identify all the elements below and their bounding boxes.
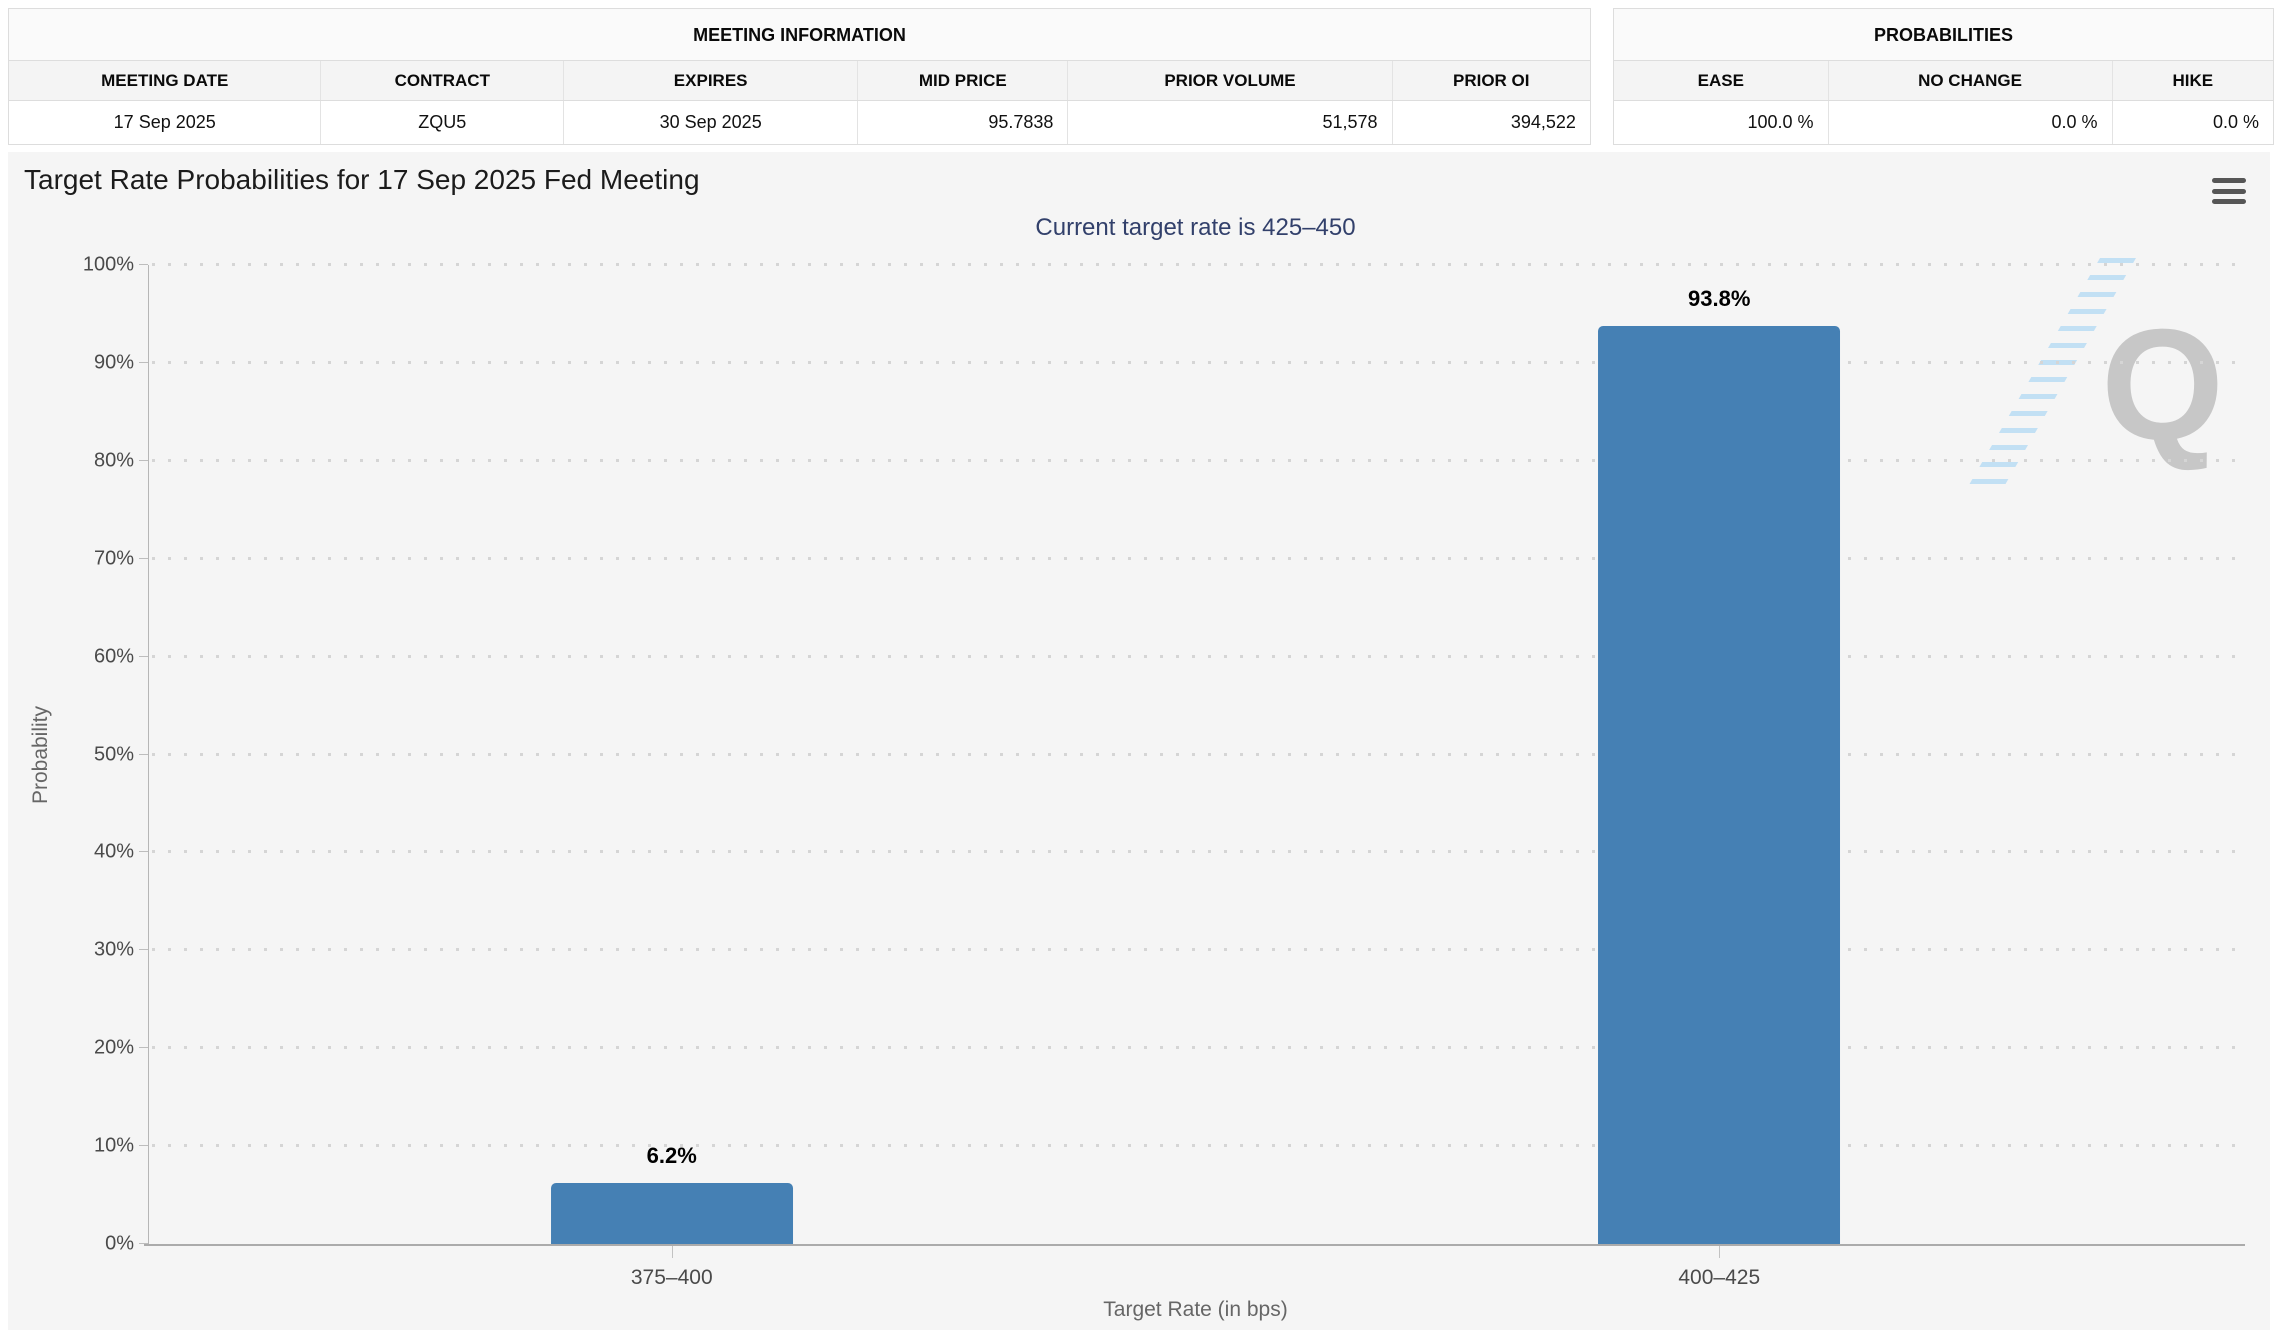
hamburger-icon	[2212, 199, 2246, 204]
prior-volume-value: 51,578	[1067, 101, 1391, 144]
probabilities-header-row: EASE NO CHANGE HIKE	[1614, 61, 2273, 101]
y-gridline	[152, 556, 2243, 560]
y-tick	[139, 1145, 148, 1147]
y-gridline	[152, 850, 2243, 854]
col-header-hike: HIKE	[2111, 61, 2273, 100]
x-axis-title: Target Rate (in bps)	[1103, 1298, 1288, 1321]
expires-value: 30 Sep 2025	[563, 101, 857, 144]
col-header-mid-price: MID PRICE	[857, 61, 1067, 100]
col-header-meeting-date: MEETING DATE	[101, 70, 229, 90]
plot-area: Probability 0% 10% 20% 30% 40% 50% 60% 70% 80% 90…	[29, 254, 2245, 1289]
summary-tables: MEETING INFORMATION MEETING DATE CONTRAC…	[8, 8, 2274, 145]
y-axis-label: 10%	[93, 1134, 134, 1157]
bar-value-label: 93.8%	[1688, 285, 1751, 311]
meeting-information-table: MEETING INFORMATION MEETING DATE CONTRAC…	[8, 8, 1591, 145]
y-axis-label: 40%	[93, 840, 134, 863]
y-axis-label: 60%	[93, 645, 134, 668]
ease-value: 100.0 %	[1747, 112, 1814, 132]
y-tick	[139, 557, 148, 559]
hamburger-icon	[2212, 178, 2246, 183]
meeting-information-value-row: 17 Sep 2025 ZQU5 30 Sep 2025 95.7838 51,…	[9, 101, 1590, 144]
y-axis-label: 80%	[93, 449, 134, 472]
y-axis-title: Probability	[29, 705, 52, 804]
y-gridline	[152, 360, 2243, 364]
probabilities-value-row: 100.0 % 0.0 % 0.0 %	[1614, 101, 2273, 144]
col-header-contract: CONTRACT	[320, 61, 563, 100]
y-tick	[139, 753, 148, 755]
y-axis-line	[148, 265, 149, 1244]
probabilities-table: PROBABILITIES EASE NO CHANGE HIKE 100.0 …	[1613, 8, 2274, 145]
y-tick	[139, 949, 148, 951]
y-tick	[139, 851, 148, 853]
y-gridline	[152, 458, 2243, 462]
y-tick	[139, 655, 148, 657]
chart-subtitle: Current target rate is 425–450	[1035, 214, 1356, 241]
y-tick	[139, 264, 148, 265]
x-axis-label: 400–425	[1678, 1266, 1761, 1289]
col-header-no-change: NO CHANGE	[1827, 61, 2112, 100]
col-header-ease: EASE	[1697, 70, 1744, 90]
no-change-value: 0.0 %	[1827, 101, 2112, 144]
y-axis-label: 20%	[93, 1036, 134, 1059]
target-rate-chart: Target Rate Probabilities for 17 Sep 202…	[8, 152, 2270, 1330]
bar[interactable]	[1598, 325, 1841, 1244]
meeting-date-value: 17 Sep 2025	[113, 112, 216, 132]
col-header-prior-volume: PRIOR VOLUME	[1067, 61, 1391, 100]
chart-context-menu-button[interactable]	[2212, 178, 2246, 204]
y-gridline	[152, 1144, 2243, 1148]
contract-value: ZQU5	[320, 101, 563, 144]
y-tick	[139, 1243, 148, 1244]
x-tick	[671, 1246, 673, 1258]
y-axis-label: 70%	[93, 547, 134, 570]
y-tick	[139, 459, 148, 461]
x-axis-line	[144, 1244, 2245, 1246]
y-gridline	[152, 948, 2243, 952]
x-axis-label: 375–400	[630, 1266, 713, 1289]
col-header-prior-oi: PRIOR OI	[1391, 61, 1590, 100]
prior-oi-value: 394,522	[1391, 101, 1590, 144]
y-gridline	[152, 654, 2243, 658]
y-gridline	[152, 752, 2243, 756]
y-axis-label: 30%	[93, 938, 134, 961]
col-header-expires: EXPIRES	[563, 61, 857, 100]
meeting-information-header-row: MEETING DATE CONTRACT EXPIRES MID PRICE …	[9, 61, 1590, 101]
meeting-information-title: MEETING INFORMATION	[9, 9, 1590, 61]
mid-price-value: 95.7838	[857, 101, 1067, 144]
y-gridline	[152, 263, 2243, 266]
y-axis-label: 90%	[93, 351, 134, 374]
y-gridline	[152, 1046, 2243, 1050]
bar[interactable]	[550, 1183, 793, 1244]
y-tick	[139, 1047, 148, 1049]
probabilities-title: PROBABILITIES	[1614, 9, 2273, 61]
bar-value-label: 6.2%	[646, 1143, 697, 1169]
y-axis-label: 0%	[105, 1232, 134, 1255]
y-axis-label: 100%	[82, 253, 134, 276]
x-tick	[1719, 1246, 1721, 1258]
chart-title: Target Rate Probabilities for 17 Sep 202…	[24, 164, 700, 195]
hike-value: 0.0 %	[2111, 101, 2273, 144]
y-axis-label: 50%	[93, 743, 134, 765]
hamburger-icon	[2212, 188, 2246, 194]
y-tick	[139, 361, 148, 363]
